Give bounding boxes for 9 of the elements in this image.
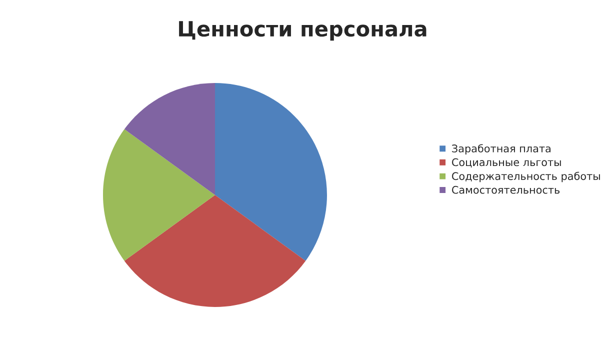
pie-slice: [124, 195, 306, 307]
legend-label: Самостоятельность: [452, 186, 560, 194]
pie-slice: [124, 83, 215, 195]
legend-label: Содержательность работы: [452, 172, 600, 182]
pie-slice: [103, 129, 215, 261]
legend-label: Заработная плата: [452, 144, 550, 154]
pie-slice: [215, 83, 327, 261]
legend-label: Социальные льготы: [452, 158, 561, 168]
chart-title: Ценности персонала: [179, 21, 426, 41]
